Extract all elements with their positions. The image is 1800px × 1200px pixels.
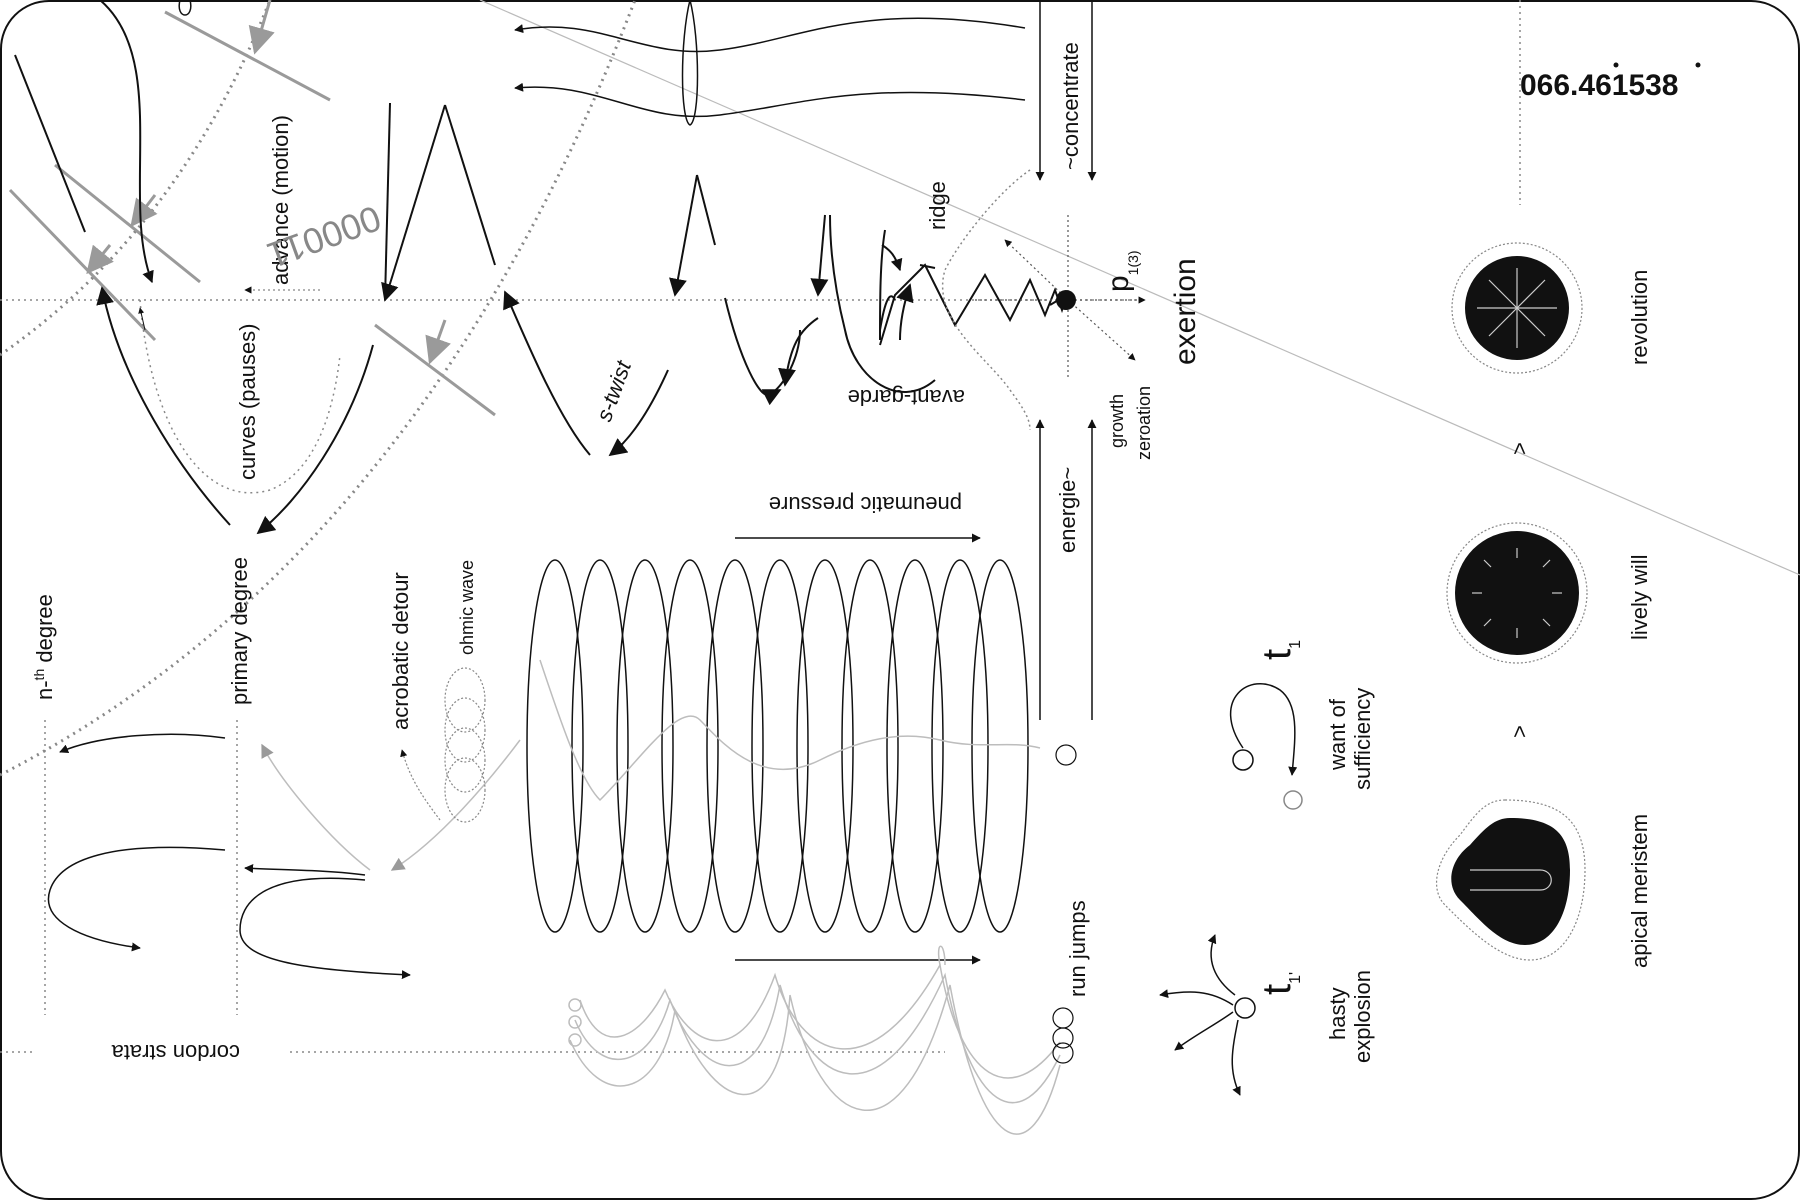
apical-meristem-shape: [1436, 799, 1586, 961]
label-hasty: hasty: [1325, 987, 1350, 1040]
dotted-arc-outer: [0, 0, 272, 357]
vertical-arrows: [1035, 0, 1097, 720]
decaying-zigzag: [879, 263, 1069, 346]
s-twist-curves: [503, 174, 936, 457]
label-cordon-strata: cordon strata: [111, 1040, 240, 1065]
gray-wave-in-coil: [539, 659, 1041, 802]
label-pneumatic-pressure: pneumatic pressure: [769, 492, 962, 517]
label-exertion: exertion: [1169, 258, 1202, 365]
label-run-jumps: run jumps: [1065, 900, 1090, 997]
label-apical-meristem: apical meristem: [1627, 814, 1652, 968]
ohmic-wave-ellipses: [400, 667, 486, 823]
label-t1: t1: [1255, 640, 1304, 660]
end-circle: [1055, 744, 1077, 766]
label-growth: growth: [1107, 394, 1127, 448]
label-acrobatic-detour: acrobatic detour: [388, 572, 413, 730]
dotted-arc-inner: [0, 0, 637, 777]
gray-tick-marks: [8, 0, 496, 417]
label-t1-prime: t1': [1255, 972, 1304, 995]
gt-symbol-top: >: [1507, 442, 1532, 455]
gray-curve-left: [261, 743, 371, 871]
ridge-bell-curve: [942, 169, 1031, 431]
label-want-of: want of: [1325, 698, 1350, 771]
label-s-twist: s-twist: [591, 357, 636, 425]
label-big-number: 066.461538: [1520, 69, 1679, 102]
label-ridge: ridge: [925, 181, 950, 230]
p-point-group: [975, 215, 1146, 380]
left-motion-curves: [14, 0, 496, 535]
label-advance: advance (motion): [268, 115, 293, 285]
degree-curves: [44, 720, 411, 1015]
label-lively-will: lively will: [1627, 554, 1652, 640]
gt-symbol-bottom: >: [1507, 725, 1532, 738]
coil-spring: [526, 559, 1029, 933]
run-jumps-circles: [1052, 1007, 1074, 1064]
label-ohmic-wave: ohmic wave: [457, 560, 477, 655]
repeat-dot-2: [1695, 62, 1701, 68]
label-p-sub: p1(3): [1102, 250, 1141, 292]
label-energie: energie~: [1055, 467, 1080, 553]
label-avant-garde: avant-garde: [848, 385, 965, 410]
label-concentrate: ~concentrate: [1058, 42, 1083, 170]
repeat-dot-1: [1613, 62, 1619, 68]
lively-will-disk: [1446, 522, 1588, 664]
label-sufficiency: sufficiency: [1350, 688, 1375, 790]
label-explosion: explosion: [1350, 970, 1375, 1063]
small-up-arrow: [138, 307, 146, 331]
label-zeroation: zeroation: [1134, 386, 1154, 460]
gray-curve-left-2: [390, 739, 521, 871]
hasty-explosion-figure: [1159, 934, 1256, 1096]
revolution-disk: [1451, 242, 1583, 374]
diagonal-guide-line: [479, 0, 1800, 576]
label-revolution: revolution: [1627, 270, 1652, 365]
label-nth-degree: n-th degree: [31, 594, 57, 700]
label-curves-pauses: curves (pauses): [235, 323, 260, 480]
top-waves: [178, 0, 1026, 126]
want-of-sufficiency-figure: [1230, 683, 1303, 810]
run-jumps-arcs: [568, 945, 1061, 1135]
label-primary-degree: primary degree: [227, 557, 252, 705]
